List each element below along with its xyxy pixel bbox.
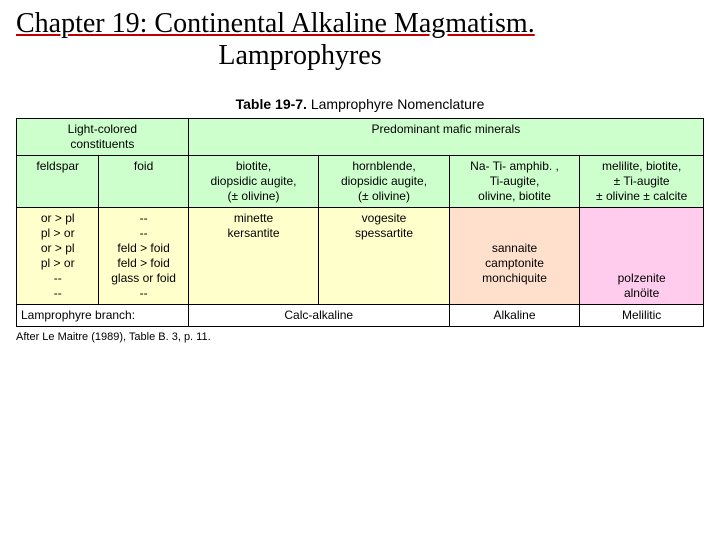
caption-bold: Table 19-7. [236, 96, 307, 112]
body-calcalk-a: minettekersantite [188, 208, 319, 305]
hdr-col3: biotite,diopsidic augite,(± olivine) [188, 156, 319, 208]
hdr-col6: melilite, biotite,± Ti-augite± olivine ±… [580, 156, 704, 208]
body-alkaline: sannaitecamptonitemonchiquite [449, 208, 580, 305]
hdr-col5: Na- Ti- amphib. ,Ti-augite,olivine, biot… [449, 156, 580, 208]
body-calcalk-b: vogesitespessartite [319, 208, 450, 305]
footnote: After Le Maitre (1989), Table B. 3, p. 1… [16, 331, 704, 343]
branch-label: Lamprophyre branch: [17, 305, 189, 327]
branch-melilitic: Melilitic [580, 305, 704, 327]
body-melilitic: polzenitealnöite [580, 208, 704, 305]
caption-rest: Lamprophyre Nomenclature [307, 96, 484, 112]
hdr-col4: hornblende,diopsidic augite,(± olivine) [319, 156, 450, 208]
hdr-predominant-mafic: Predominant mafic minerals [188, 119, 703, 156]
branch-calcalkaline: Calc-alkaline [188, 305, 449, 327]
title-line1: Chapter 19: Continental Alkaline Magmati… [16, 8, 704, 40]
table-caption: Table 19-7. Lamprophyre Nomenclature [16, 96, 704, 112]
hdr-foid: foid [99, 156, 188, 208]
nomenclature-table: Light-coloredconstituents Predominant ma… [16, 118, 704, 327]
title-line2: Lamprophyres [16, 40, 704, 72]
body-foid: ----feld > foidfeld > foidglass or foid-… [99, 208, 188, 305]
branch-alkaline: Alkaline [449, 305, 580, 327]
hdr-light-colored: Light-coloredconstituents [17, 119, 189, 156]
hdr-feldspar: feldspar [17, 156, 99, 208]
body-feldspar: or > plpl > oror > plpl > or---- [17, 208, 99, 305]
